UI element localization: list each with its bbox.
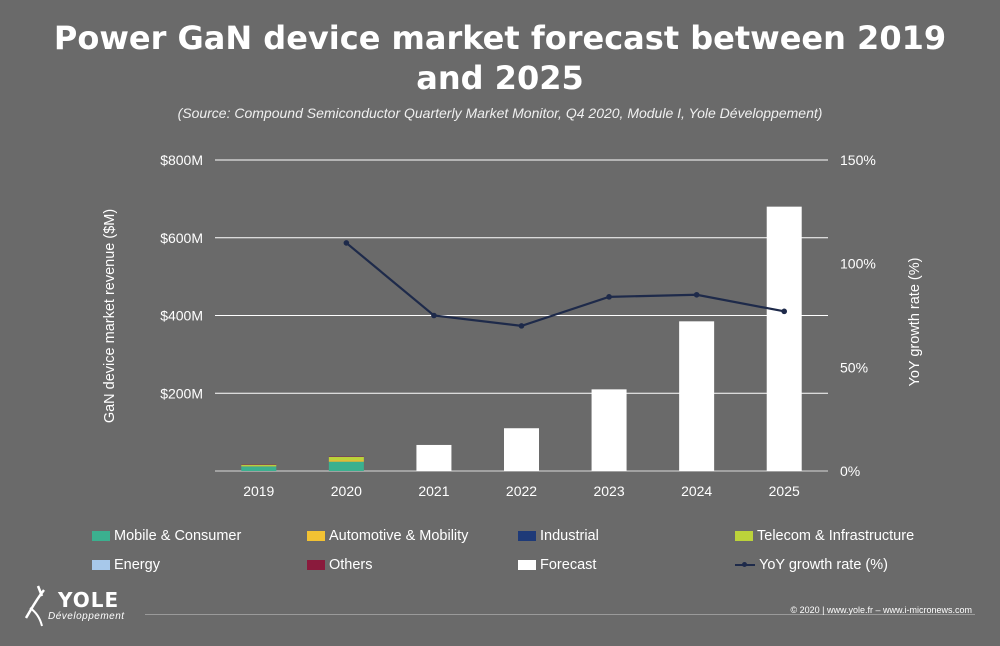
legend-swatch — [92, 560, 110, 570]
x-axis-tick-label: 2023 — [593, 483, 624, 499]
growth-point — [518, 323, 525, 329]
chart-legend: Mobile & Consumer Automotive & Mobility In… — [0, 528, 1000, 588]
legend-item: Industrial — [518, 528, 599, 544]
x-axis-tick-label: 2019 — [243, 483, 274, 499]
legend-swatch — [735, 531, 753, 541]
legend-item: Forecast — [518, 557, 596, 573]
legend-label: Automotive & Mobility — [329, 528, 469, 544]
legend-item: Telecom & Infrastructure — [735, 528, 914, 544]
y-axis-tick-label: $200M — [160, 385, 203, 401]
y2-axis-tick-label: 0% — [840, 463, 860, 479]
bar-segment — [766, 206, 802, 471]
legend-label: Energy — [114, 557, 160, 573]
bar-segment — [328, 457, 364, 461]
legend-label: Others — [329, 557, 373, 573]
growth-point — [343, 240, 350, 246]
legend-label: Forecast — [540, 557, 597, 573]
growth-point — [693, 291, 700, 298]
growth-point — [606, 294, 612, 300]
bar-segment — [328, 461, 364, 471]
legend-item: YoY growth rate (%) — [735, 557, 888, 573]
bar-segment — [416, 444, 452, 471]
bar-segment — [591, 389, 627, 471]
legend-line-marker-icon — [735, 560, 755, 570]
legend-item: Automotive & Mobility — [307, 528, 468, 544]
legend-swatch — [307, 531, 325, 541]
chart-title: Power GaN device market forecast between… — [0, 18, 1000, 98]
bar-segment — [679, 321, 715, 471]
bar-segment — [504, 428, 539, 471]
legend-swatch — [92, 531, 110, 541]
y-axis-tick-label: $800M — [160, 152, 203, 168]
chart-title-line-2: and 2025 — [416, 59, 584, 97]
legend-label: Mobile & Consumer — [114, 528, 242, 544]
legend-label: Telecom & Infrastructure — [757, 528, 915, 544]
copyright-text: © 2020 | www.yole.fr – www.i-micronews.c… — [790, 605, 972, 615]
x-axis-tick-label: 2025 — [769, 483, 800, 499]
y2-axis-title: YoY growth rate (%) — [907, 258, 923, 387]
y-axis-tick-label: $600M — [160, 230, 203, 246]
bar-segment — [241, 466, 277, 471]
growth-point — [781, 308, 788, 315]
footer-divider — [145, 614, 975, 615]
legend-item: Mobile & Consumer — [92, 528, 241, 544]
chart-subtitle: (Source: Compound Semiconductor Quarterl… — [177, 105, 823, 121]
legend-label: Industrial — [540, 528, 599, 544]
yole-logo-icon — [24, 585, 45, 627]
bar-segment — [241, 464, 277, 466]
logo-subtitle: Développement — [48, 611, 125, 622]
growth-line — [345, 242, 785, 327]
legend-swatch — [307, 560, 325, 570]
legend-item: Others — [307, 557, 373, 573]
x-axis-tick-label: 2020 — [331, 483, 362, 499]
y2-axis-tick-label: 150% — [840, 152, 876, 168]
x-axis-tick-label: 2024 — [681, 483, 712, 499]
legend-swatch — [518, 531, 536, 541]
legend-swatch — [518, 560, 536, 570]
y2-axis-tick-label: 50% — [840, 359, 868, 375]
chart-title-line-1: Power GaN device market forecast between… — [53, 19, 947, 57]
y-axis-tick-label: $400M — [160, 308, 203, 324]
growth-point — [431, 312, 437, 319]
bar-segment — [328, 460, 364, 462]
y2-axis-tick-label: 100% — [840, 256, 876, 272]
legend-item: Energy — [92, 557, 160, 573]
x-axis-tick-label: 2022 — [506, 483, 537, 499]
legend-label: YoY growth rate (%) — [759, 557, 888, 573]
y-axis-title: GaN device market revenue ($M) — [102, 209, 118, 423]
logo-name: YOLE — [58, 588, 120, 612]
x-axis-tick-label: 2021 — [418, 483, 449, 499]
